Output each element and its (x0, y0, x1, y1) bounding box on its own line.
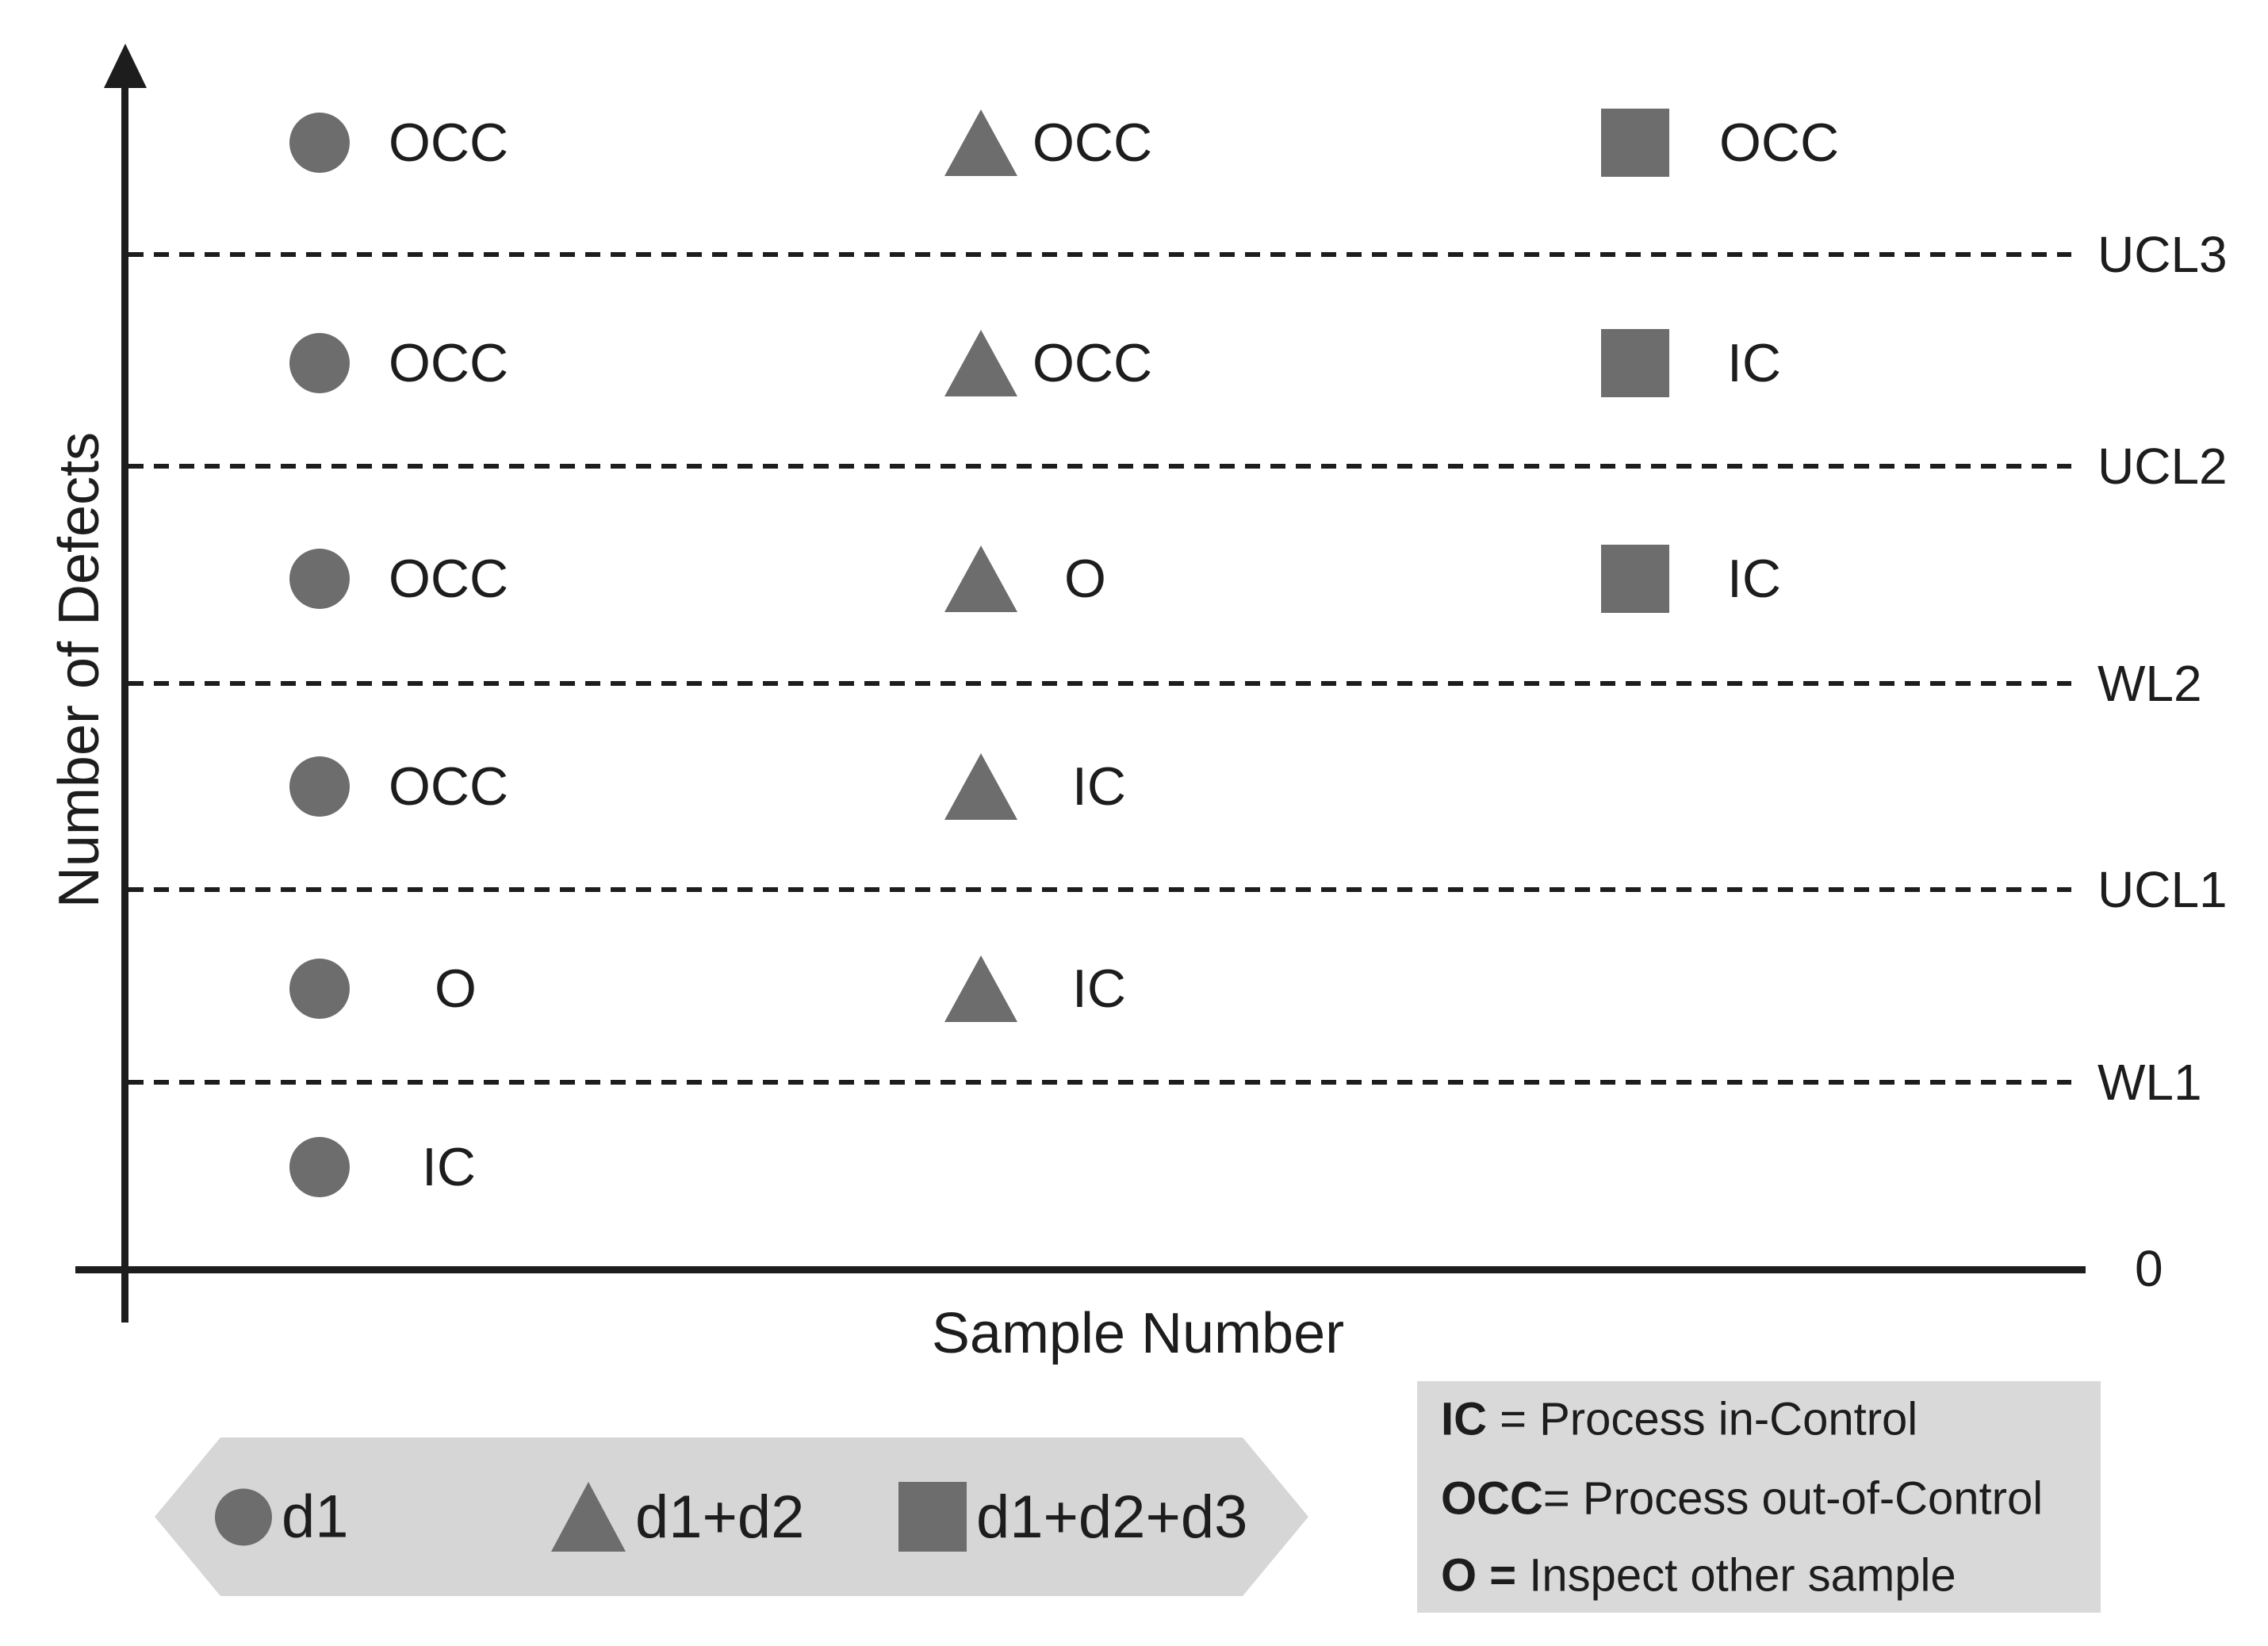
point-status-label: IC (422, 1137, 476, 1197)
legend-item-label: d1+d2+d3 (976, 1483, 1248, 1551)
square-legend-icon (898, 1482, 967, 1552)
legend-item-label: d1+d2 (635, 1483, 805, 1551)
x-axis-title: Sample Number (931, 1302, 1345, 1365)
x-axis-line (75, 1266, 2086, 1273)
circle-marker (289, 756, 350, 817)
key-line-ic: IC = Process in-Control (1441, 1393, 1917, 1446)
origin-label: 0 (2135, 1240, 2163, 1297)
status-key: IC = Process in-Control OCC= Process out… (1417, 1381, 2101, 1613)
y-axis-line (121, 75, 128, 1323)
point-status-label: IC (1072, 756, 1126, 817)
legend-item-d1: d1 (215, 1483, 349, 1552)
point-status-label: O (435, 959, 477, 1019)
control-line-label-ucl3: UCL3 (2098, 226, 2228, 283)
triangle-marker (944, 545, 1017, 612)
point-status-label: IC (1727, 549, 1781, 609)
control-line-label-wl2: WL2 (2098, 655, 2202, 712)
control-line-ucl3 (128, 252, 2071, 257)
point-status-label: OCC (389, 756, 509, 817)
square-marker (1601, 545, 1669, 613)
point-status-label: OCC (1032, 113, 1153, 173)
point-status-label: IC (1727, 333, 1781, 393)
legend-item-label: d1 (282, 1483, 349, 1551)
control-line-label-ucl2: UCL2 (2098, 438, 2228, 495)
key-line-o: O = Inspect other sample (1441, 1549, 1956, 1602)
key-description: = Process in-Control (1487, 1393, 1918, 1445)
y-axis-title: Number of Defects (48, 431, 111, 909)
control-line-label-wl1: WL1 (2098, 1054, 2202, 1111)
shape-legend: d1 d1+d2 d1+d2+d3 (155, 1437, 1308, 1596)
circle-marker (289, 959, 350, 1019)
circle-marker (289, 113, 350, 173)
control-line-ucl1 (128, 887, 2071, 892)
key-term: IC (1441, 1393, 1487, 1445)
triangle-marker (944, 109, 1017, 176)
key-term: O = (1441, 1549, 1517, 1602)
key-description: = Process out-of-Control (1542, 1472, 2044, 1525)
point-status-label: OCC (389, 333, 509, 393)
point-status-label: O (1064, 549, 1106, 609)
triangle-legend-icon (551, 1482, 626, 1552)
triangle-marker (944, 955, 1017, 1022)
triangle-marker (944, 753, 1017, 820)
triangle-marker (944, 330, 1017, 396)
circle-marker (289, 333, 350, 393)
circle-marker (289, 549, 350, 609)
circle-legend-icon (215, 1488, 272, 1545)
y-axis-arrow-icon (104, 44, 147, 88)
control-line-ucl2 (128, 464, 2071, 469)
square-marker (1601, 109, 1669, 177)
control-line-wl1 (128, 1080, 2071, 1085)
point-status-label: OCC (1719, 113, 1840, 173)
legend-item-d1d2: d1+d2 (551, 1482, 804, 1552)
point-status-label: OCC (389, 549, 509, 609)
point-status-label: OCC (1032, 333, 1153, 393)
legend-item-d1d2d3: d1+d2+d3 (898, 1482, 1247, 1552)
key-description: Inspect other sample (1516, 1549, 1956, 1602)
control-line-label-ucl1: UCL1 (2098, 861, 2228, 918)
key-line-occ: OCC= Process out-of-Control (1441, 1472, 2043, 1525)
key-term: OCC (1441, 1472, 1543, 1525)
point-status-label: IC (1072, 959, 1126, 1019)
square-marker (1601, 329, 1669, 397)
point-status-label: OCC (389, 113, 509, 173)
circle-marker (289, 1137, 350, 1197)
control-line-wl2 (128, 681, 2071, 686)
